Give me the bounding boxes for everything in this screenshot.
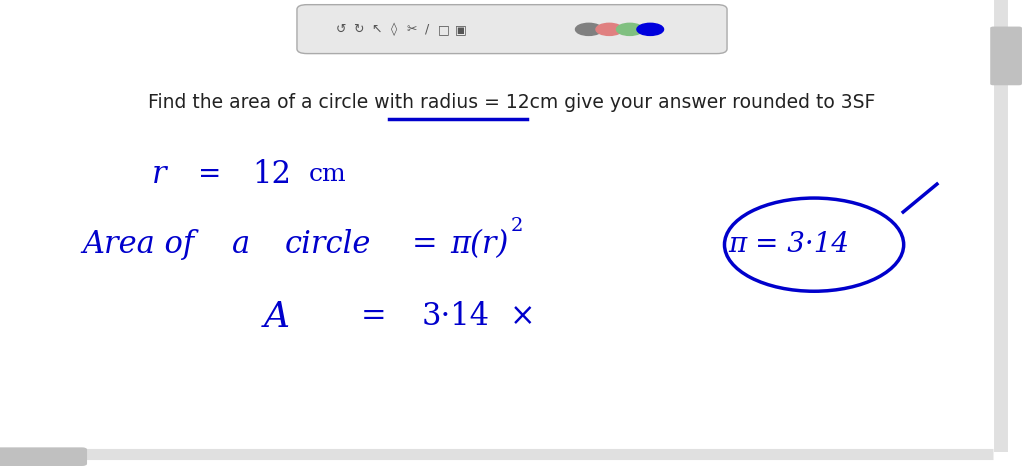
Text: □: □ [437, 23, 450, 36]
Circle shape [637, 23, 664, 35]
Circle shape [575, 23, 602, 35]
Text: ◊: ◊ [391, 22, 397, 36]
Text: r: r [152, 159, 166, 190]
FancyBboxPatch shape [990, 27, 1022, 85]
Text: =: = [360, 302, 387, 332]
Text: Area of: Area of [82, 229, 195, 260]
FancyBboxPatch shape [297, 5, 727, 54]
Text: circle: circle [285, 229, 371, 260]
Text: a: a [231, 229, 250, 260]
Text: A: A [263, 300, 290, 334]
Text: =: = [199, 161, 221, 188]
Text: =: = [412, 229, 438, 260]
Text: 12: 12 [252, 159, 291, 190]
Text: ×: × [510, 302, 535, 332]
Text: ↺: ↺ [336, 23, 346, 36]
Text: ↻: ↻ [353, 23, 364, 36]
Text: 2: 2 [511, 217, 523, 235]
Text: π(r): π(r) [450, 229, 509, 260]
Circle shape [616, 23, 643, 35]
Text: π = 3·14: π = 3·14 [728, 231, 849, 258]
Circle shape [596, 23, 623, 35]
FancyBboxPatch shape [0, 447, 87, 466]
Text: /: / [425, 23, 429, 36]
Text: ↖: ↖ [372, 23, 382, 36]
Text: Find the area of a circle with radius = 12cm give your answer rounded to 3SF: Find the area of a circle with radius = … [148, 93, 876, 112]
Text: cm: cm [309, 163, 346, 186]
Text: ✂: ✂ [407, 23, 417, 36]
Text: 3·14: 3·14 [422, 302, 489, 332]
Text: ▣: ▣ [455, 23, 467, 36]
